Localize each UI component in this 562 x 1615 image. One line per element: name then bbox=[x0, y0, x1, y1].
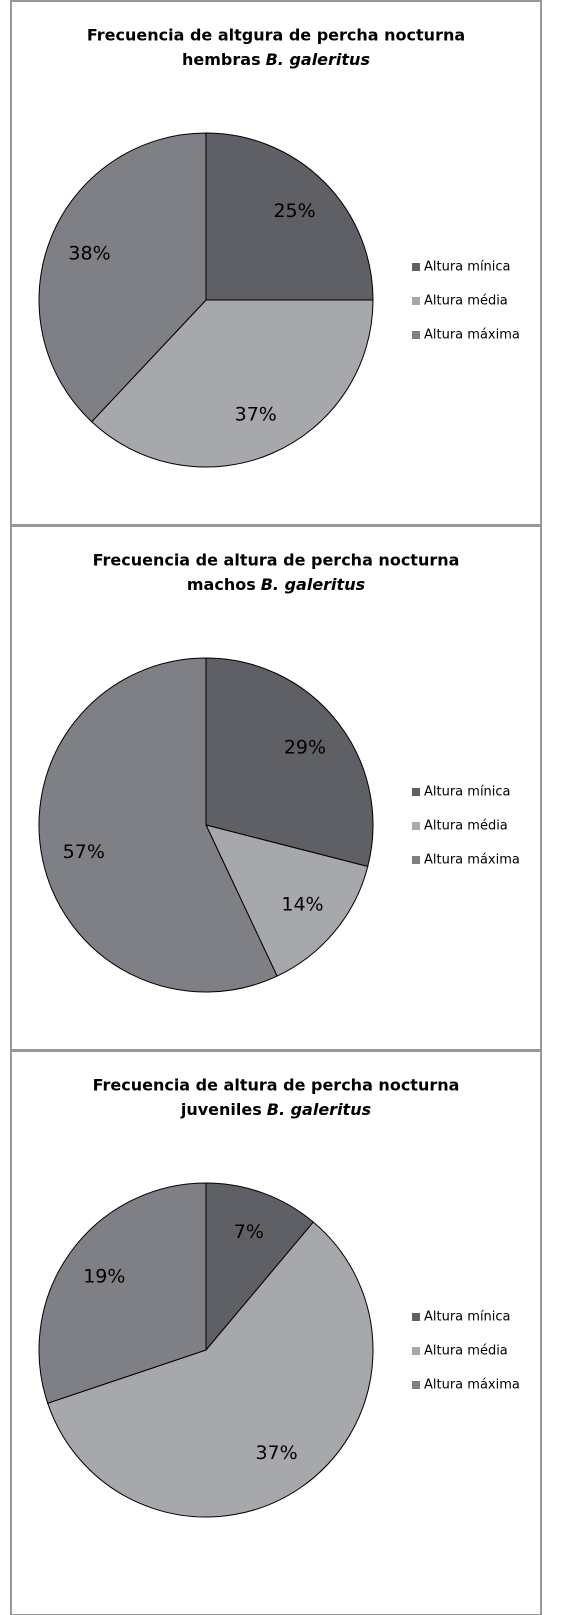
chart: Frecuencia de altura de percha nocturna m… bbox=[10, 525, 542, 1051]
chart-title: Frecuencia de altura de percha nocturna bbox=[93, 551, 460, 570]
data-label: 37% bbox=[235, 403, 277, 425]
chart-subtitle-line: machos B. galeritus bbox=[187, 575, 365, 594]
data-label: 29% bbox=[284, 737, 326, 759]
data-label: 37% bbox=[255, 1442, 297, 1464]
legend-label: Altura máxima bbox=[424, 853, 520, 868]
pie-slice bbox=[205, 657, 374, 868]
pie-slice bbox=[38, 132, 207, 423]
legend-label: Altura mínica bbox=[424, 1310, 511, 1325]
chart: Frecuencia de altgura de percha nocturna… bbox=[10, 0, 542, 526]
chart-subtitle: juveniles bbox=[180, 1100, 262, 1119]
pie-slice bbox=[90, 299, 374, 468]
data-label: 38% bbox=[68, 242, 110, 264]
data-label: 19% bbox=[83, 1265, 125, 1287]
legend-label: Altura mínica bbox=[424, 260, 511, 275]
legend-label: Altura média bbox=[424, 1344, 508, 1359]
species: B. galeritus bbox=[266, 50, 370, 69]
legend-swatch bbox=[412, 297, 420, 305]
chart-subtitle-line: hembras B. galeritus bbox=[182, 50, 370, 69]
data-label: 25% bbox=[273, 200, 315, 222]
legend-label: Altura média bbox=[424, 819, 508, 834]
pie-slice bbox=[38, 1182, 207, 1404]
species: B. galeritus bbox=[267, 1100, 371, 1119]
legend-swatch bbox=[412, 788, 420, 796]
chart-subtitle-line: juveniles B. galeritus bbox=[180, 1100, 371, 1119]
legend-swatch bbox=[412, 856, 420, 864]
chart-subtitle: machos bbox=[187, 575, 256, 594]
pie-slice bbox=[205, 1182, 315, 1352]
species: B. galeritus bbox=[261, 575, 365, 594]
legend-label: Altura mínica bbox=[424, 785, 511, 800]
pie-slice bbox=[205, 132, 374, 301]
legend-label: Altura máxima bbox=[424, 328, 520, 343]
legend-swatch bbox=[412, 1381, 420, 1389]
pie-slice bbox=[205, 824, 369, 977]
data-label: 14% bbox=[281, 893, 323, 915]
panel-border bbox=[10, 1050, 542, 1615]
chart-title: Frecuencia de altura de percha nocturna bbox=[93, 1076, 460, 1095]
legend-swatch bbox=[412, 822, 420, 830]
legend-label: Altura máxima bbox=[424, 1378, 520, 1393]
legend-swatch bbox=[412, 331, 420, 339]
chart: Frecuencia de altura de percha nocturna j… bbox=[10, 1050, 542, 1615]
chart-subtitle: hembras bbox=[182, 50, 261, 69]
legend-swatch bbox=[412, 263, 420, 271]
legend-swatch bbox=[412, 1313, 420, 1321]
data-label: 7% bbox=[234, 1221, 264, 1243]
data-label: 57% bbox=[63, 841, 105, 863]
legend-label: Altura média bbox=[424, 294, 508, 309]
chart-title: Frecuencia de altgura de percha nocturna bbox=[87, 26, 465, 45]
legend-swatch bbox=[412, 1347, 420, 1355]
pie-slice bbox=[47, 1221, 374, 1518]
pie-slice bbox=[38, 657, 278, 993]
